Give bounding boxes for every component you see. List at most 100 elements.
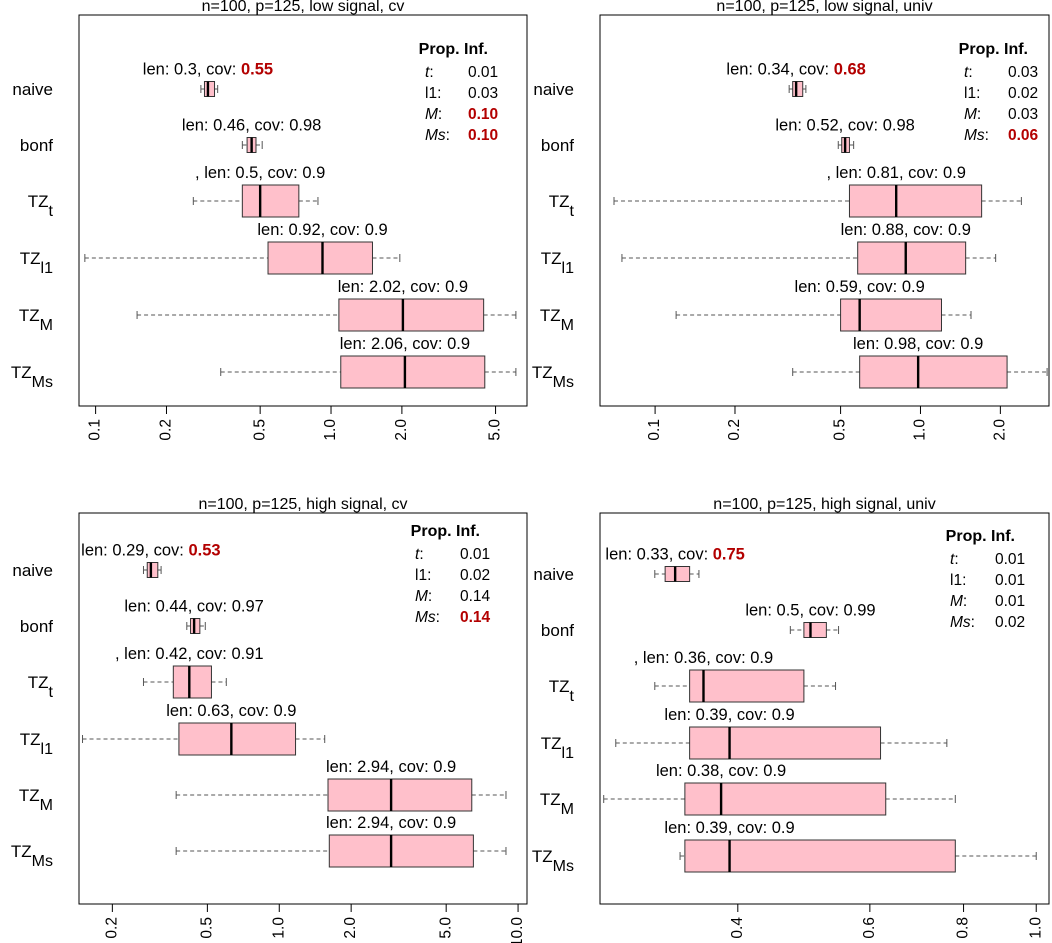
box-iqr (803, 622, 827, 638)
panel-1: n=100, p=125, low signal, cv 0.1 0.2 0.5 1.0… (11, 0, 528, 441)
box-iqr (203, 81, 216, 97)
legend-value: 0.03 (1008, 64, 1038, 81)
y-axis-label: TZt (549, 677, 575, 705)
legend-value: 0.10 (468, 106, 498, 123)
legend-key: M: (950, 593, 967, 610)
box-iqr (327, 778, 473, 812)
y-axis-label: naive (12, 561, 53, 580)
legend-value: 0.01 (995, 572, 1025, 589)
box-row: len: 0.39, cov: 0.9 (664, 819, 1037, 873)
legend: Prop. Inf. t: 0.01 l1: 0.01 M: 0.01 Ms: 0.02 (946, 528, 1026, 631)
box-iqr (178, 722, 297, 756)
box-row: len: 0.29, cov: 0.53 (81, 542, 221, 578)
box-iqr (338, 298, 485, 332)
y-axis-label: TZt (549, 192, 575, 220)
x-tick-label: 1.0 (270, 917, 287, 939)
box-row: len: 0.63, cov: 0.9 (82, 702, 326, 756)
y-axis-label: bonf (541, 136, 574, 155)
box-annotation: len: 0.39, cov: 0.9 (664, 706, 794, 724)
legend: Prop. Inf. t: 0.01 l1: 0.02 M: 0.14 Ms: 0.14 (411, 523, 491, 626)
x-tick-label: 1.0 (322, 419, 339, 441)
box-annotation: len: 0.34, cov: 0.68 (726, 61, 865, 79)
panel-title: n=100, p=125, low signal, cv (202, 0, 405, 15)
box-row: len: 2.94, cov: 0.9 (175, 758, 507, 812)
x-tick-label: 10.0 (509, 917, 526, 943)
legend: Prop. Inf. t: 0.03 l1: 0.02 M: 0.03 Ms: 0.06 (959, 41, 1039, 144)
legend-value: 0.03 (1008, 106, 1038, 123)
box-row: len: 0.98, cov: 0.9 (792, 335, 1048, 389)
legend-key: t: (425, 64, 434, 81)
box-row: len: 0.39, cov: 0.9 (615, 706, 948, 760)
box-iqr (267, 241, 373, 275)
box-annotation: len: 0.59, cov: 0.9 (795, 278, 925, 296)
box-annotation: len: 0.98, cov: 0.9 (853, 335, 983, 353)
box-iqr (328, 834, 474, 868)
y-axis-label: TZl1 (541, 249, 574, 277)
legend-value: 0.01 (460, 546, 490, 563)
x-tick-label: 0.4 (729, 917, 746, 939)
y-axis-label: TZMs (532, 847, 574, 875)
legend-key: l1: (964, 85, 980, 102)
box-row: , len: 0.36, cov: 0.9 (634, 649, 837, 703)
panel-title: n=100, p=125, high signal, cv (198, 496, 407, 513)
box-row: , len: 0.42, cov: 0.91 (115, 645, 264, 699)
x-tick-label: 0.8 (955, 917, 972, 939)
box-row: len: 0.38, cov: 0.9 (603, 762, 956, 816)
x-tick-label: 0.5 (251, 419, 268, 441)
box-row: len: 2.94, cov: 0.9 (175, 814, 507, 868)
box-row: len: 0.3, cov: 0.55 (143, 61, 273, 97)
y-axis-label: naive (533, 565, 574, 584)
box-row: len: 2.02, cov: 0.9 (136, 278, 517, 332)
box-iqr (684, 839, 956, 873)
x-tick-label: 0.5 (198, 917, 215, 939)
box-annotation: len: 2.94, cov: 0.9 (326, 814, 456, 832)
box-row: len: 0.5, cov: 0.99 (745, 602, 876, 638)
legend-key: t: (950, 551, 959, 568)
legend-value: 0.10 (468, 127, 498, 144)
legend-value: 0.01 (995, 551, 1025, 568)
x-tick-label: 1.0 (1027, 917, 1044, 939)
box-iqr (340, 355, 486, 389)
box-annotation: len: 0.63, cov: 0.9 (166, 702, 296, 720)
box-iqr (241, 184, 300, 218)
x-tick-label: 0.1 (646, 419, 663, 441)
panel-3: n=100, p=125, high signal, cv 0.2 0.5 1.0 2.… (11, 496, 528, 943)
box-row: len: 0.44, cov: 0.97 (124, 598, 264, 634)
box-row: len: 0.59, cov: 0.9 (675, 278, 972, 332)
y-axis-label: TZM (540, 790, 574, 818)
box-iqr (146, 562, 159, 578)
legend-key: M: (964, 106, 981, 123)
plot-frame (599, 512, 1050, 905)
box-annotation: len: 0.39, cov: 0.9 (664, 819, 794, 837)
panel-4: n=100, p=125, high signal, univ 0.4 0.6 0.8… (532, 496, 1050, 939)
y-axis-label: TZM (540, 306, 574, 334)
legend-key: Ms: (415, 609, 440, 626)
box-annotation: , len: 0.81, cov: 0.9 (826, 164, 965, 182)
legend-value: 0.03 (468, 85, 498, 102)
x-tick-label: 0.2 (103, 917, 120, 939)
legend-title: Prop. Inf. (946, 528, 1015, 545)
box-annotation: len: 0.5, cov: 0.99 (745, 602, 875, 620)
legend-value: 0.02 (460, 567, 490, 584)
box-iqr (840, 298, 942, 332)
legend-value: 0.01 (468, 64, 498, 81)
y-axis-label: TZMs (532, 363, 574, 391)
box-annotation: , len: 0.42, cov: 0.91 (115, 645, 264, 663)
y-axis-label: bonf (20, 136, 53, 155)
legend-value: 0.01 (995, 593, 1025, 610)
legend-key: M: (425, 106, 442, 123)
box-row: len: 0.52, cov: 0.98 (775, 117, 915, 153)
legend-key: Ms: (950, 614, 975, 631)
y-axis-label: bonf (541, 621, 574, 640)
legend-key: l1: (950, 572, 966, 589)
box-annotation: len: 2.06, cov: 0.9 (340, 335, 470, 353)
legend-value: 0.14 (460, 588, 491, 605)
x-tick-label: 2.0 (342, 917, 359, 939)
y-axis-label: TZM (19, 786, 53, 814)
box-annotation: len: 0.52, cov: 0.98 (775, 117, 914, 135)
box-iqr (172, 665, 212, 699)
plot-frame (78, 512, 528, 905)
box-annotation: len: 0.46, cov: 0.98 (182, 117, 321, 135)
panel-2: n=100, p=125, low signal, univ 0.1 0.2 0.5 1… (532, 0, 1050, 441)
